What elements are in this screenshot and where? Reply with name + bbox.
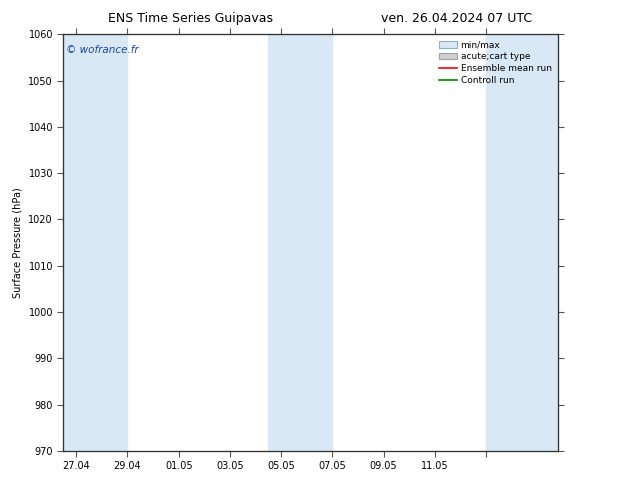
Bar: [63, 34, 127, 451]
Legend: min/max, acute;cart type, Ensemble mean run, Controll run: min/max, acute;cart type, Ensemble mean …: [436, 37, 555, 88]
Text: ENS Time Series Guipavas: ENS Time Series Guipavas: [108, 12, 273, 25]
Text: ven. 26.04.2024 07 UTC: ven. 26.04.2024 07 UTC: [381, 12, 532, 25]
Bar: [268, 34, 332, 451]
Bar: [486, 34, 558, 451]
Y-axis label: Surface Pressure (hPa): Surface Pressure (hPa): [13, 187, 23, 298]
Text: © wofrance.fr: © wofrance.fr: [66, 45, 138, 55]
